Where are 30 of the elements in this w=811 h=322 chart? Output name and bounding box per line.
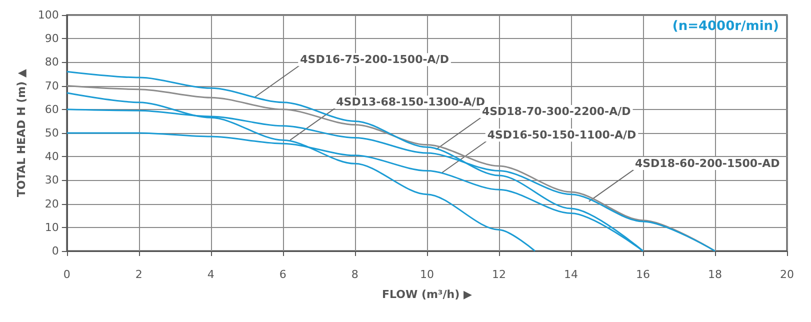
annotation: 4SD18-60-200-1500-AD — [634, 156, 780, 170]
x-tick-label: 6 — [279, 268, 286, 281]
annotation: 4SD13-68-150-1300-A/D — [336, 96, 485, 109]
x-tick-label: 14 — [564, 268, 578, 281]
x-tick-label: 20 — [780, 268, 794, 281]
x-axis-title: FLOW (m³/h) ▶ — [382, 288, 472, 301]
y-tick-label: 70 — [44, 79, 59, 92]
x-tick-label: 0 — [63, 268, 70, 281]
y-tick-label: 0 — [52, 244, 59, 258]
annotation: 4SD18-70-300-2200-A/D — [482, 105, 631, 118]
y-tick-label: 80 — [44, 56, 59, 69]
x-tick-label: 18 — [708, 268, 722, 281]
annotation: (n=4000r/min) — [672, 19, 780, 34]
annotation: 4SD16-75-200-1500-A/D — [300, 53, 449, 66]
x-tick-label: 4 — [207, 268, 214, 281]
x-tick-label: 10 — [420, 268, 434, 281]
y-tick-label: 10 — [44, 220, 59, 234]
y-tick-label: 60 — [44, 102, 59, 116]
annotation: 4SD16-50-150-1100-A/D — [487, 128, 636, 142]
y-tick-label: 30 — [44, 174, 59, 187]
y-tick-label: 40 — [44, 150, 59, 164]
y-axis-title: TOTAL HEAD H (m) ▲ — [15, 68, 28, 197]
x-tick-label: 16 — [636, 268, 650, 281]
x-tick-label: 2 — [135, 268, 142, 281]
y-tick-label: 90 — [44, 32, 59, 46]
y-tick-label: 100 — [38, 8, 59, 22]
x-tick-label: 8 — [351, 268, 358, 281]
x-tick-label: 12 — [492, 268, 506, 281]
y-tick-label: 20 — [44, 197, 59, 210]
y-tick-label: 50 — [44, 126, 59, 140]
